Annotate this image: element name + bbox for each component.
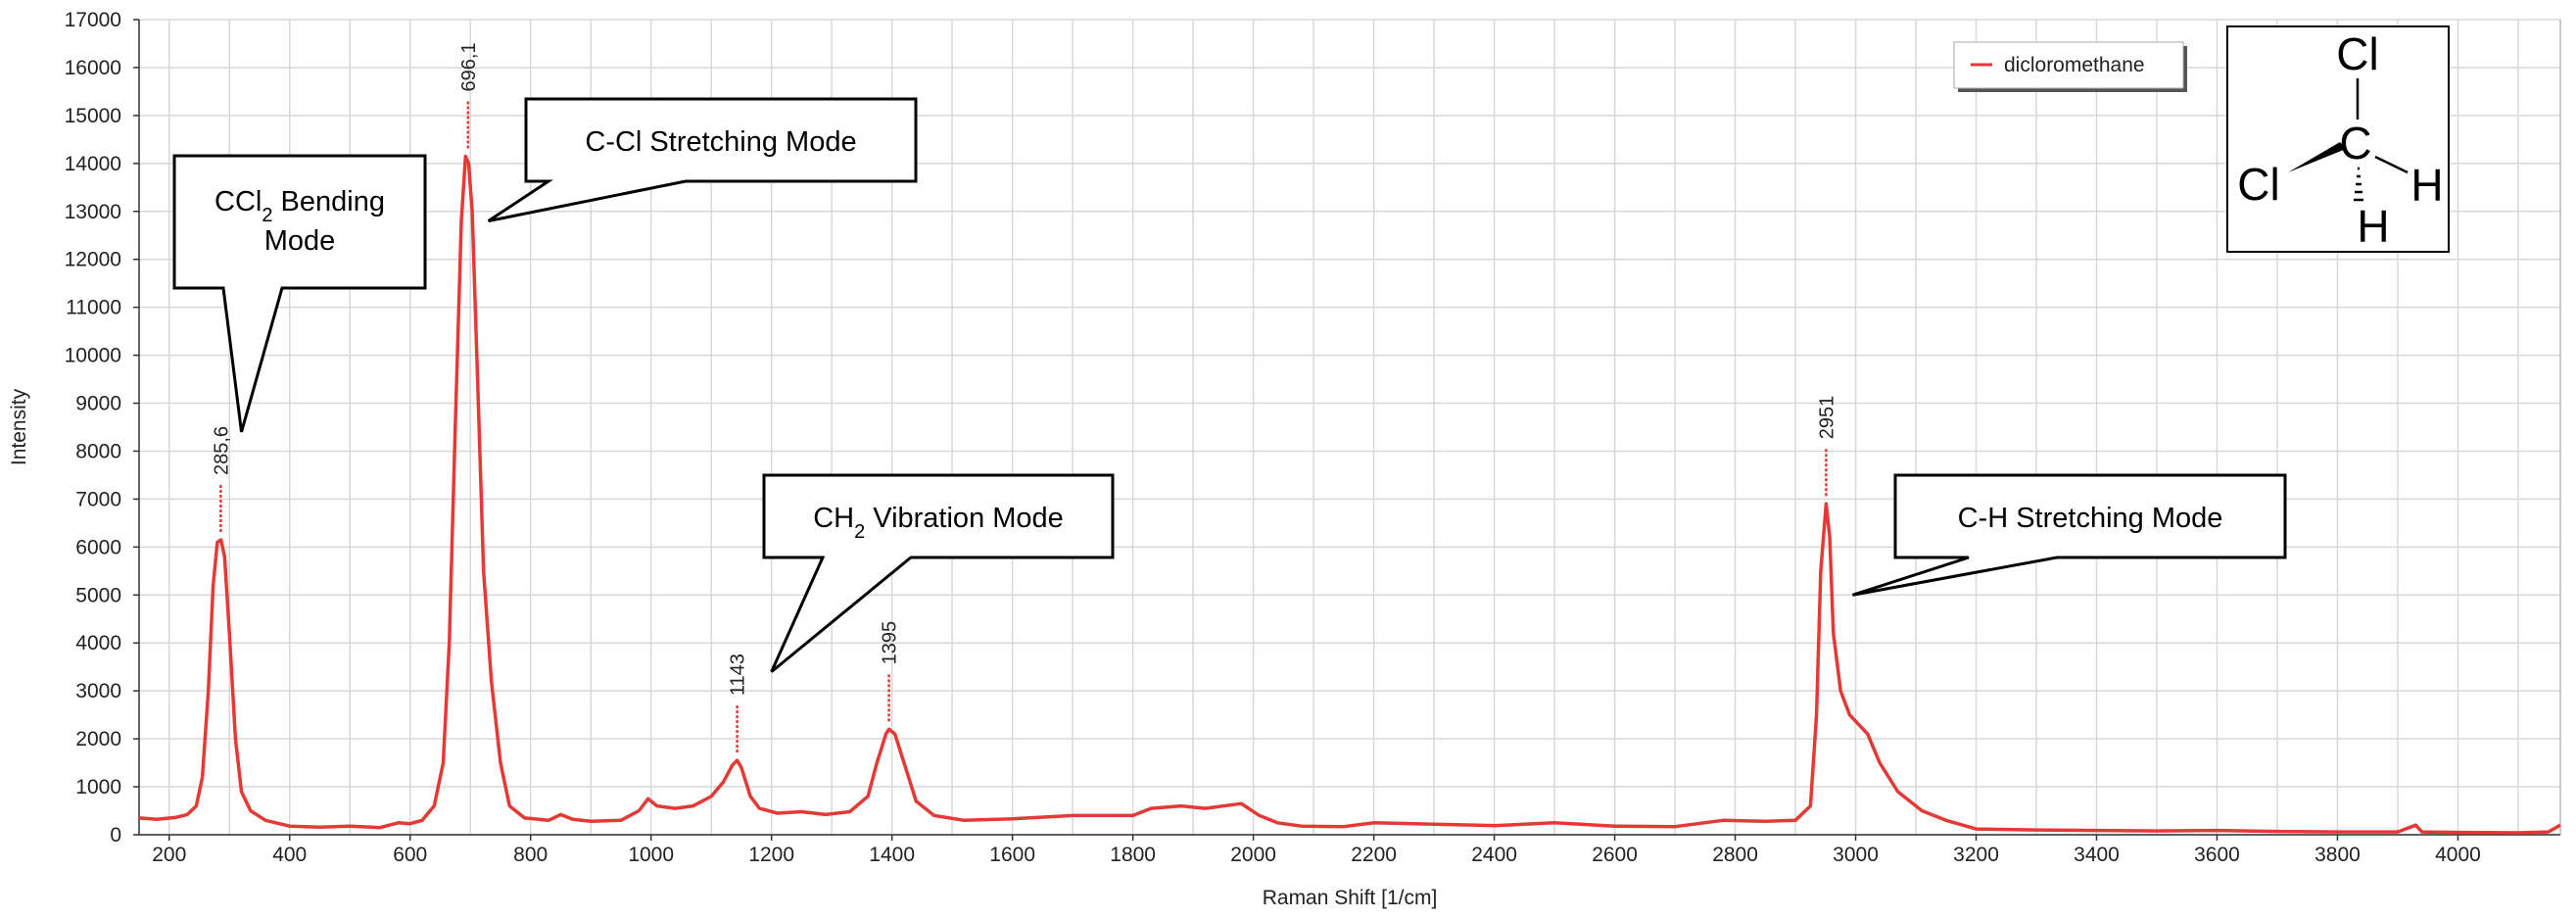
- tick-labels: 0 1000 2000 3000 4000 5000 6000 7000 8000 9000 100…: [65, 9, 2481, 866]
- y-tick-label: 12000: [65, 249, 121, 271]
- peak-markers: 285,6 696,1 1143 1395 2951: [211, 42, 1837, 753]
- callout-bubble: [762, 473, 1115, 673]
- y-tick-label: 7000: [75, 488, 121, 510]
- y-tick-label: 11000: [66, 297, 121, 319]
- dichloromethane-structure: Cl Cl C H H: [2226, 25, 2450, 253]
- y-tick-label: 4000: [75, 632, 121, 654]
- x-tick-label: 2600: [1592, 844, 1638, 866]
- bond-hash-bottom: [2354, 167, 2363, 202]
- x-tick-label: 1000: [628, 844, 674, 866]
- atom-cl-left: Cl: [2237, 159, 2279, 210]
- x-tick-label: 3800: [2314, 844, 2361, 866]
- x-tick-label: 800: [513, 844, 548, 866]
- y-tick-label: 0: [110, 824, 121, 846]
- molecule-frame: [2226, 25, 2450, 253]
- bond-wedge-left: [2288, 142, 2346, 172]
- callout-text: CH2 Vibration Mode: [813, 503, 1064, 543]
- atom-h-right: H: [2410, 160, 2443, 211]
- x-tick-label: 1200: [748, 844, 794, 866]
- y-tick-label: 3000: [75, 680, 121, 702]
- callout-text: C-Cl Stretching Mode: [585, 126, 856, 158]
- callout-ccl-stretching: C-Cl Stretching Mode: [487, 97, 918, 223]
- x-tick-label: 3400: [2074, 844, 2120, 866]
- x-tick-label: 2800: [1712, 844, 1758, 866]
- x-tick-label: 2200: [1351, 844, 1397, 866]
- y-tick-label: 8000: [75, 440, 121, 462]
- callout-bubble: [172, 154, 427, 433]
- y-tick-label: 6000: [75, 536, 121, 558]
- axes: [138, 20, 2561, 836]
- bond-right: [2374, 155, 2409, 174]
- peak-label: 285,6: [211, 426, 232, 475]
- atom-cl-top: Cl: [2336, 28, 2378, 79]
- series-line-dicloromethane: [138, 154, 2561, 835]
- callout-ch-stretching: C-H Stretching Mode: [1852, 473, 2287, 597]
- peak-label: 1395: [880, 621, 901, 665]
- callout-ch2-vibration: CH2 Vibration Mode: [762, 473, 1115, 673]
- x-tick-label: 1600: [989, 844, 1035, 866]
- x-tick-label: 200: [152, 844, 186, 866]
- x-tick-label: 2000: [1230, 844, 1276, 866]
- peak-label: 1143: [728, 653, 749, 696]
- x-tick-label: 600: [393, 844, 427, 866]
- y-axis-title: Intensity: [8, 388, 30, 465]
- callout-text: C-H Stretching Mode: [1958, 503, 2223, 534]
- x-tick-label: 3600: [2194, 844, 2240, 866]
- y-tick-label: 5000: [75, 584, 121, 606]
- x-tick-label: 3200: [1953, 844, 1999, 866]
- legend-label: dicloromethane: [2004, 54, 2145, 76]
- y-tick-label: 2000: [75, 728, 121, 750]
- callout-text-line1: CCl2 Bending: [215, 186, 385, 226]
- series: [138, 154, 2561, 835]
- callout-bubble: [1852, 473, 2287, 597]
- y-tick-label: 1000: [75, 776, 121, 798]
- x-axis-title: Raman Shift [1/cm]: [1263, 887, 1438, 909]
- y-tick-label: 9000: [75, 393, 121, 415]
- y-tick-label: 13000: [65, 201, 121, 223]
- legend: dicloromethane: [1953, 41, 2187, 92]
- x-tick-label: 4000: [2435, 844, 2481, 866]
- y-tick-label: 17000: [65, 9, 121, 31]
- callout-bubble: [487, 97, 918, 223]
- callout-text-line2: Mode: [264, 225, 336, 257]
- y-tick-label: 14000: [65, 153, 121, 175]
- x-tick-label: 2400: [1471, 844, 1517, 866]
- x-tick-label: 1400: [869, 844, 915, 866]
- atom-c-center: C: [2339, 118, 2371, 169]
- y-tick-label: 16000: [65, 57, 121, 79]
- x-tick-label: 3000: [1833, 844, 1879, 866]
- y-tick-label: 10000: [65, 345, 121, 367]
- atom-h-bottom: H: [2357, 201, 2389, 252]
- peak-label: 2951: [1816, 396, 1837, 440]
- x-tick-label: 1800: [1110, 844, 1156, 866]
- x-tick-label: 400: [272, 844, 307, 866]
- y-tick-label: 15000: [65, 105, 121, 127]
- peak-label: 696,1: [458, 42, 480, 91]
